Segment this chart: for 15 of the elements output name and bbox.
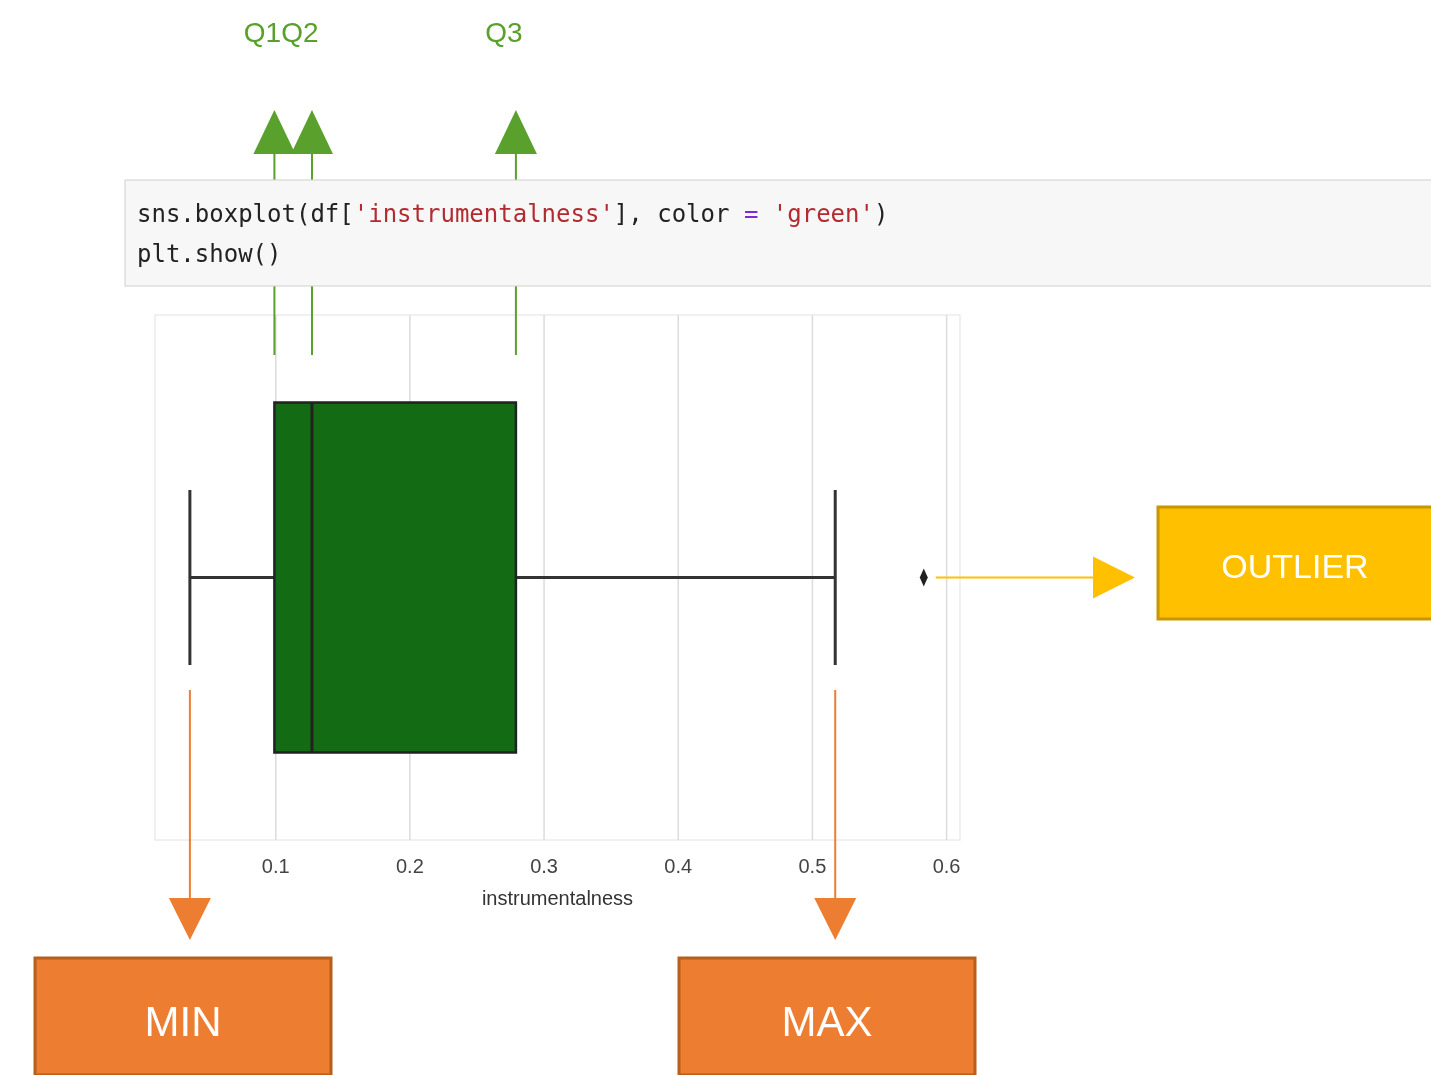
x-tick-label: 0.2 <box>396 855 424 877</box>
text: MIN <box>144 998 222 1045</box>
x-tick-label: 0.1 <box>261 855 290 877</box>
text: Q1 <box>243 17 282 48</box>
text: Q3 <box>485 17 523 48</box>
text: sns.boxplot(df['instrumentalness'], color = 'green') <box>137 200 889 228</box>
text: MAX <box>781 998 873 1045</box>
x-tick-label: 0.3 <box>530 855 558 877</box>
x-tick-label: 0.4 <box>664 855 693 877</box>
text: plt.show() <box>137 240 282 268</box>
text: OUTLIER <box>1221 547 1369 585</box>
text: Q2 <box>281 17 319 48</box>
x-tick-label: 0.6 <box>932 855 961 877</box>
x-axis-title: instrumentalness <box>481 887 634 909</box>
x-tick-label: 0.5 <box>798 855 827 877</box>
